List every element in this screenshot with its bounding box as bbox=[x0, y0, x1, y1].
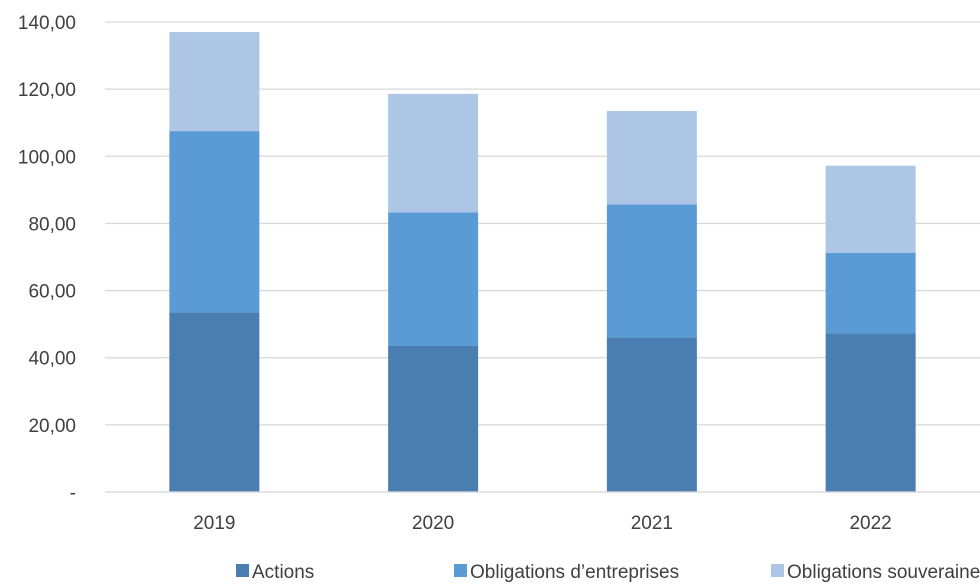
legend-label: Obligations souveraines bbox=[787, 562, 980, 583]
y-tick-label: - bbox=[70, 483, 76, 504]
bar-segment bbox=[606, 110, 697, 205]
x-tick-label: 2021 bbox=[631, 513, 673, 534]
bar-segment bbox=[825, 252, 916, 334]
y-tick-label: 140,00 bbox=[18, 13, 76, 34]
bar-segment bbox=[388, 93, 479, 213]
y-tick-label: 40,00 bbox=[28, 349, 76, 370]
bar-segment bbox=[606, 337, 697, 492]
x-tick-label: 2019 bbox=[193, 513, 235, 534]
y-tick-label: 100,00 bbox=[18, 147, 76, 168]
x-tick-label: 2020 bbox=[412, 513, 454, 534]
legend: Actions Obligations d’entreprises Obligati… bbox=[236, 562, 980, 583]
legend-label: Actions bbox=[252, 562, 314, 583]
bar-segment bbox=[388, 345, 479, 492]
y-axis: - 20,00 40,00 60,00 80,00 100,00 120,00 140,00 bbox=[18, 13, 76, 504]
y-tick-label: 60,00 bbox=[28, 282, 76, 303]
x-axis: 2019 2020 2021 2022 bbox=[105, 491, 980, 534]
bar-segment bbox=[606, 204, 697, 338]
y-tick-label: 20,00 bbox=[28, 416, 76, 437]
legend-swatch bbox=[236, 564, 249, 577]
bar-segment bbox=[388, 212, 479, 346]
y-tick-label: 120,00 bbox=[18, 80, 76, 101]
y-tick-label: 80,00 bbox=[28, 214, 76, 235]
bar-segment bbox=[169, 32, 260, 132]
bar-segment bbox=[169, 312, 260, 492]
legend-label: Obligations d’entreprises bbox=[470, 562, 679, 583]
x-tick-label: 2022 bbox=[849, 513, 891, 534]
bar-segment bbox=[169, 131, 260, 313]
bar-segment bbox=[825, 333, 916, 492]
bars bbox=[169, 32, 916, 492]
legend-swatch bbox=[771, 564, 784, 577]
legend-swatch bbox=[454, 564, 467, 577]
bar-segment bbox=[825, 165, 916, 253]
